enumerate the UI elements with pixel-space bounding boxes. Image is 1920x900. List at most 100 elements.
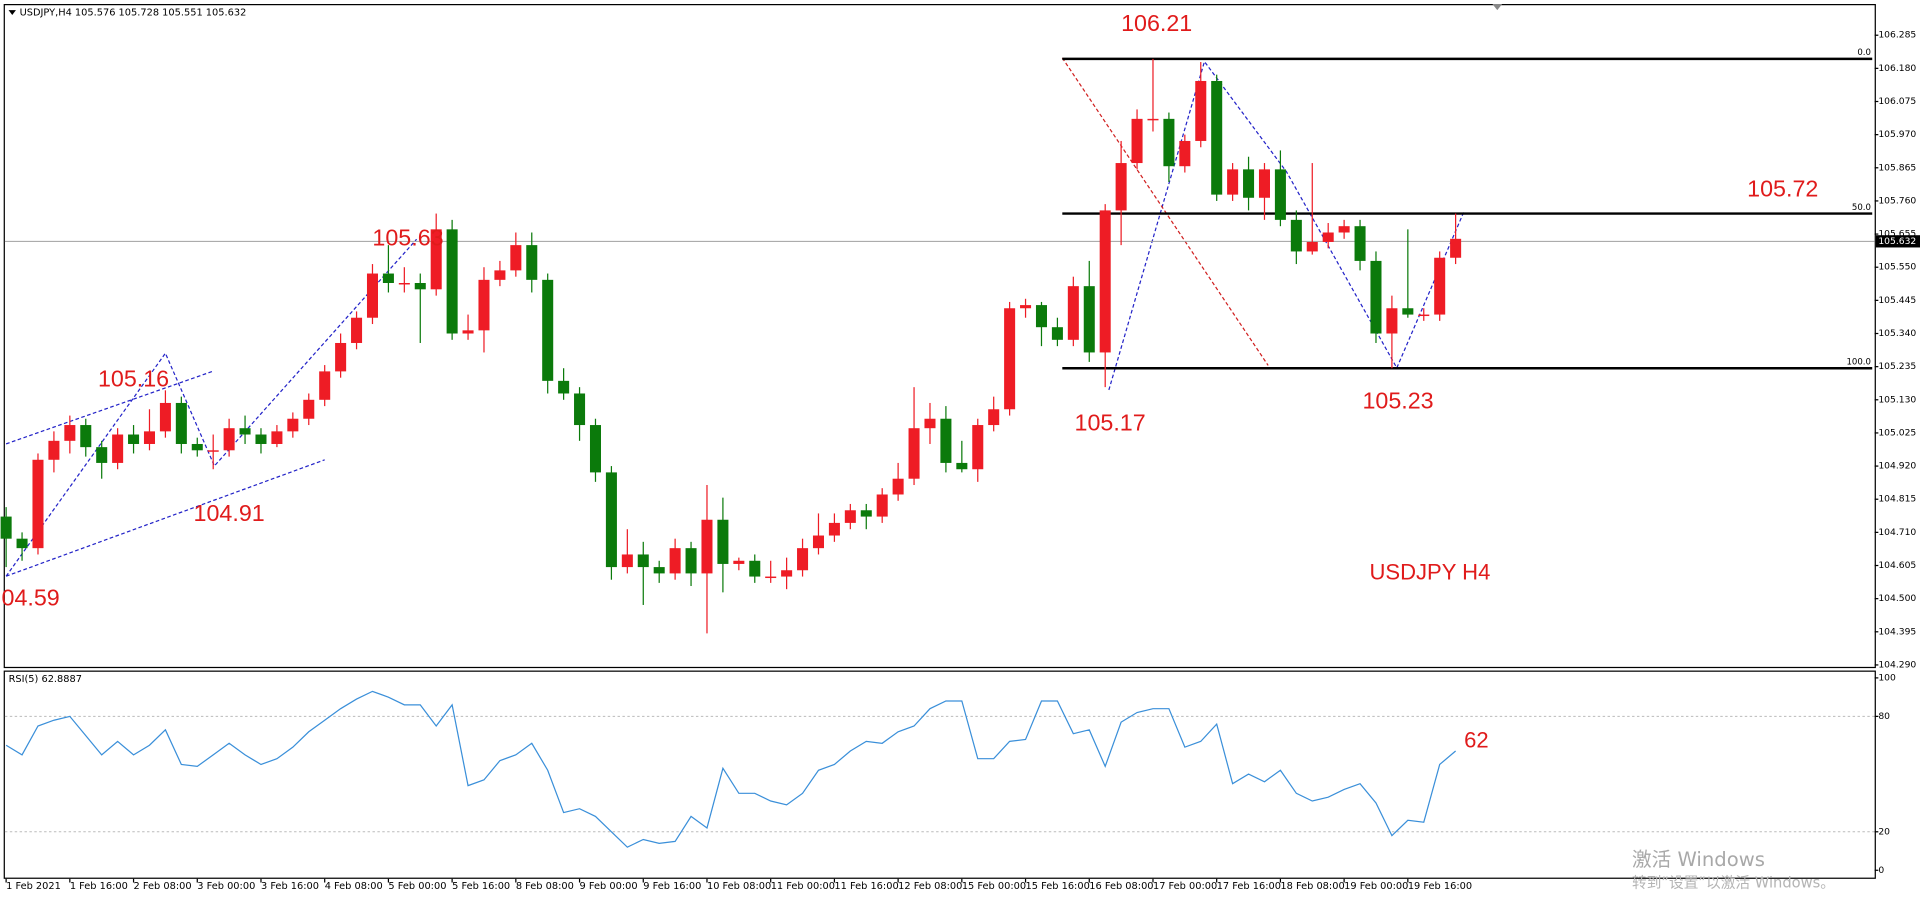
candle-body <box>143 431 155 444</box>
x-tick-label: 12 Feb 08:00 <box>898 881 962 892</box>
x-tick-label: 17 Feb 00:00 <box>1153 881 1217 892</box>
candle-body <box>191 443 203 451</box>
candle-body <box>1322 232 1334 242</box>
x-tick-label: 18 Feb 08:00 <box>1280 881 1344 892</box>
candle-body <box>462 330 474 334</box>
fib-trend <box>1061 57 1269 366</box>
candle-body <box>414 283 426 290</box>
candle-body <box>398 283 410 285</box>
chart-header: USDJPY,H4 105.576 105.728 105.551 105.63… <box>20 8 247 19</box>
x-tick-label: 1 Feb 2021 <box>6 881 61 892</box>
y-tick-label: 105.550 <box>1878 262 1916 273</box>
candle-body <box>1258 169 1270 198</box>
price-panel <box>3 4 1876 669</box>
candle-body <box>1051 327 1063 340</box>
rsi-tick-label: 100 <box>1878 672 1896 683</box>
x-tick-label: 16 Feb 08:00 <box>1089 881 1153 892</box>
candle-body <box>892 478 904 495</box>
x-tick-label: 9 Feb 16:00 <box>643 881 701 892</box>
candle-body <box>494 270 506 280</box>
x-tick-label: 19 Feb 00:00 <box>1344 881 1408 892</box>
candle-body <box>287 418 299 432</box>
candle-body <box>446 229 458 334</box>
annotation: USDJPY H4 <box>1369 560 1490 585</box>
candle-body <box>988 409 1000 426</box>
candle-body <box>1386 308 1398 334</box>
y-tick-label: 106.180 <box>1878 63 1916 74</box>
x-tick-label: 15 Feb 16:00 <box>1026 881 1090 892</box>
candle-body <box>701 519 713 574</box>
candle-body <box>621 554 633 568</box>
current-price-box <box>1875 235 1920 248</box>
y-tick-label: 104.500 <box>1878 593 1916 604</box>
candle-body <box>430 229 442 290</box>
candle-body <box>255 434 267 444</box>
candle-body <box>605 472 617 568</box>
candle-body <box>0 516 12 539</box>
x-tick-label: 17 Feb 16:00 <box>1217 881 1281 892</box>
candle-body <box>1004 308 1016 410</box>
y-tick-label: 104.815 <box>1878 494 1916 505</box>
y-tick-label: 105.340 <box>1878 328 1916 339</box>
rsi-line <box>5 690 1457 848</box>
candle-body <box>972 425 984 470</box>
candle-body <box>366 273 378 318</box>
candle-body <box>1274 169 1286 220</box>
annotation: 105.63 <box>372 224 443 250</box>
candle-body <box>478 279 490 331</box>
zigzag <box>5 238 418 577</box>
watermark: 激活 Windows <box>1632 848 1765 871</box>
candle-body <box>1147 118 1159 121</box>
x-tick-label: 15 Feb 00:00 <box>962 881 1026 892</box>
candle-body <box>1227 169 1239 195</box>
annotation: 105.17 <box>1075 409 1146 435</box>
y-tick-label: 105.865 <box>1878 162 1916 173</box>
candle-body <box>1290 219 1302 252</box>
candle-body <box>526 245 538 280</box>
y-tick-label: 105.445 <box>1878 295 1916 306</box>
annotation: 62 <box>1464 727 1489 752</box>
x-tick-label: 1 Feb 16:00 <box>70 881 128 892</box>
rsi-tick-label: 0 <box>1878 865 1884 876</box>
candle-body <box>1067 286 1079 340</box>
candle-body <box>1338 226 1350 233</box>
candle-body <box>48 440 60 460</box>
candle-body <box>303 399 315 419</box>
annotation: 105.16 <box>98 365 169 391</box>
candle-body <box>685 548 697 574</box>
candle-body <box>1035 305 1047 328</box>
candle-body <box>1020 305 1032 309</box>
y-tick-label: 106.285 <box>1878 30 1916 41</box>
candle-body <box>96 447 108 463</box>
candle-body <box>80 425 92 448</box>
x-tick-label: 8 Feb 08:00 <box>516 881 574 892</box>
y-tick-label: 105.235 <box>1878 361 1916 372</box>
candle-body <box>924 418 936 429</box>
x-tick-label: 10 Feb 08:00 <box>707 881 771 892</box>
fib-level-label: 100.0 <box>1846 358 1871 368</box>
candle-body <box>1163 118 1175 167</box>
candle-body <box>1083 286 1095 353</box>
candle-body <box>781 570 793 577</box>
candle-body <box>653 567 665 574</box>
x-tick-label: 3 Feb 16:00 <box>261 881 319 892</box>
x-tick-label: 3 Feb 00:00 <box>197 881 255 892</box>
candle-body <box>1099 210 1111 353</box>
candle-body <box>112 434 124 463</box>
annotation: 04.59 <box>2 585 60 611</box>
candle-body <box>812 535 824 549</box>
rsi-tick-label: 80 <box>1878 711 1890 722</box>
y-tick-label: 106.075 <box>1878 96 1916 107</box>
candle-body <box>1179 140 1191 167</box>
candle-body <box>669 548 681 574</box>
candle-body <box>1434 257 1446 315</box>
candle-body <box>64 425 76 441</box>
candle-body <box>956 462 968 470</box>
candle-body <box>175 402 187 444</box>
fib-level-label: 50.0 <box>1852 203 1871 213</box>
annotation: 104.91 <box>194 500 265 526</box>
y-tick-label: 105.025 <box>1878 427 1916 438</box>
x-tick-label: 4 Feb 08:00 <box>325 881 383 892</box>
candle-body <box>1211 80 1223 195</box>
